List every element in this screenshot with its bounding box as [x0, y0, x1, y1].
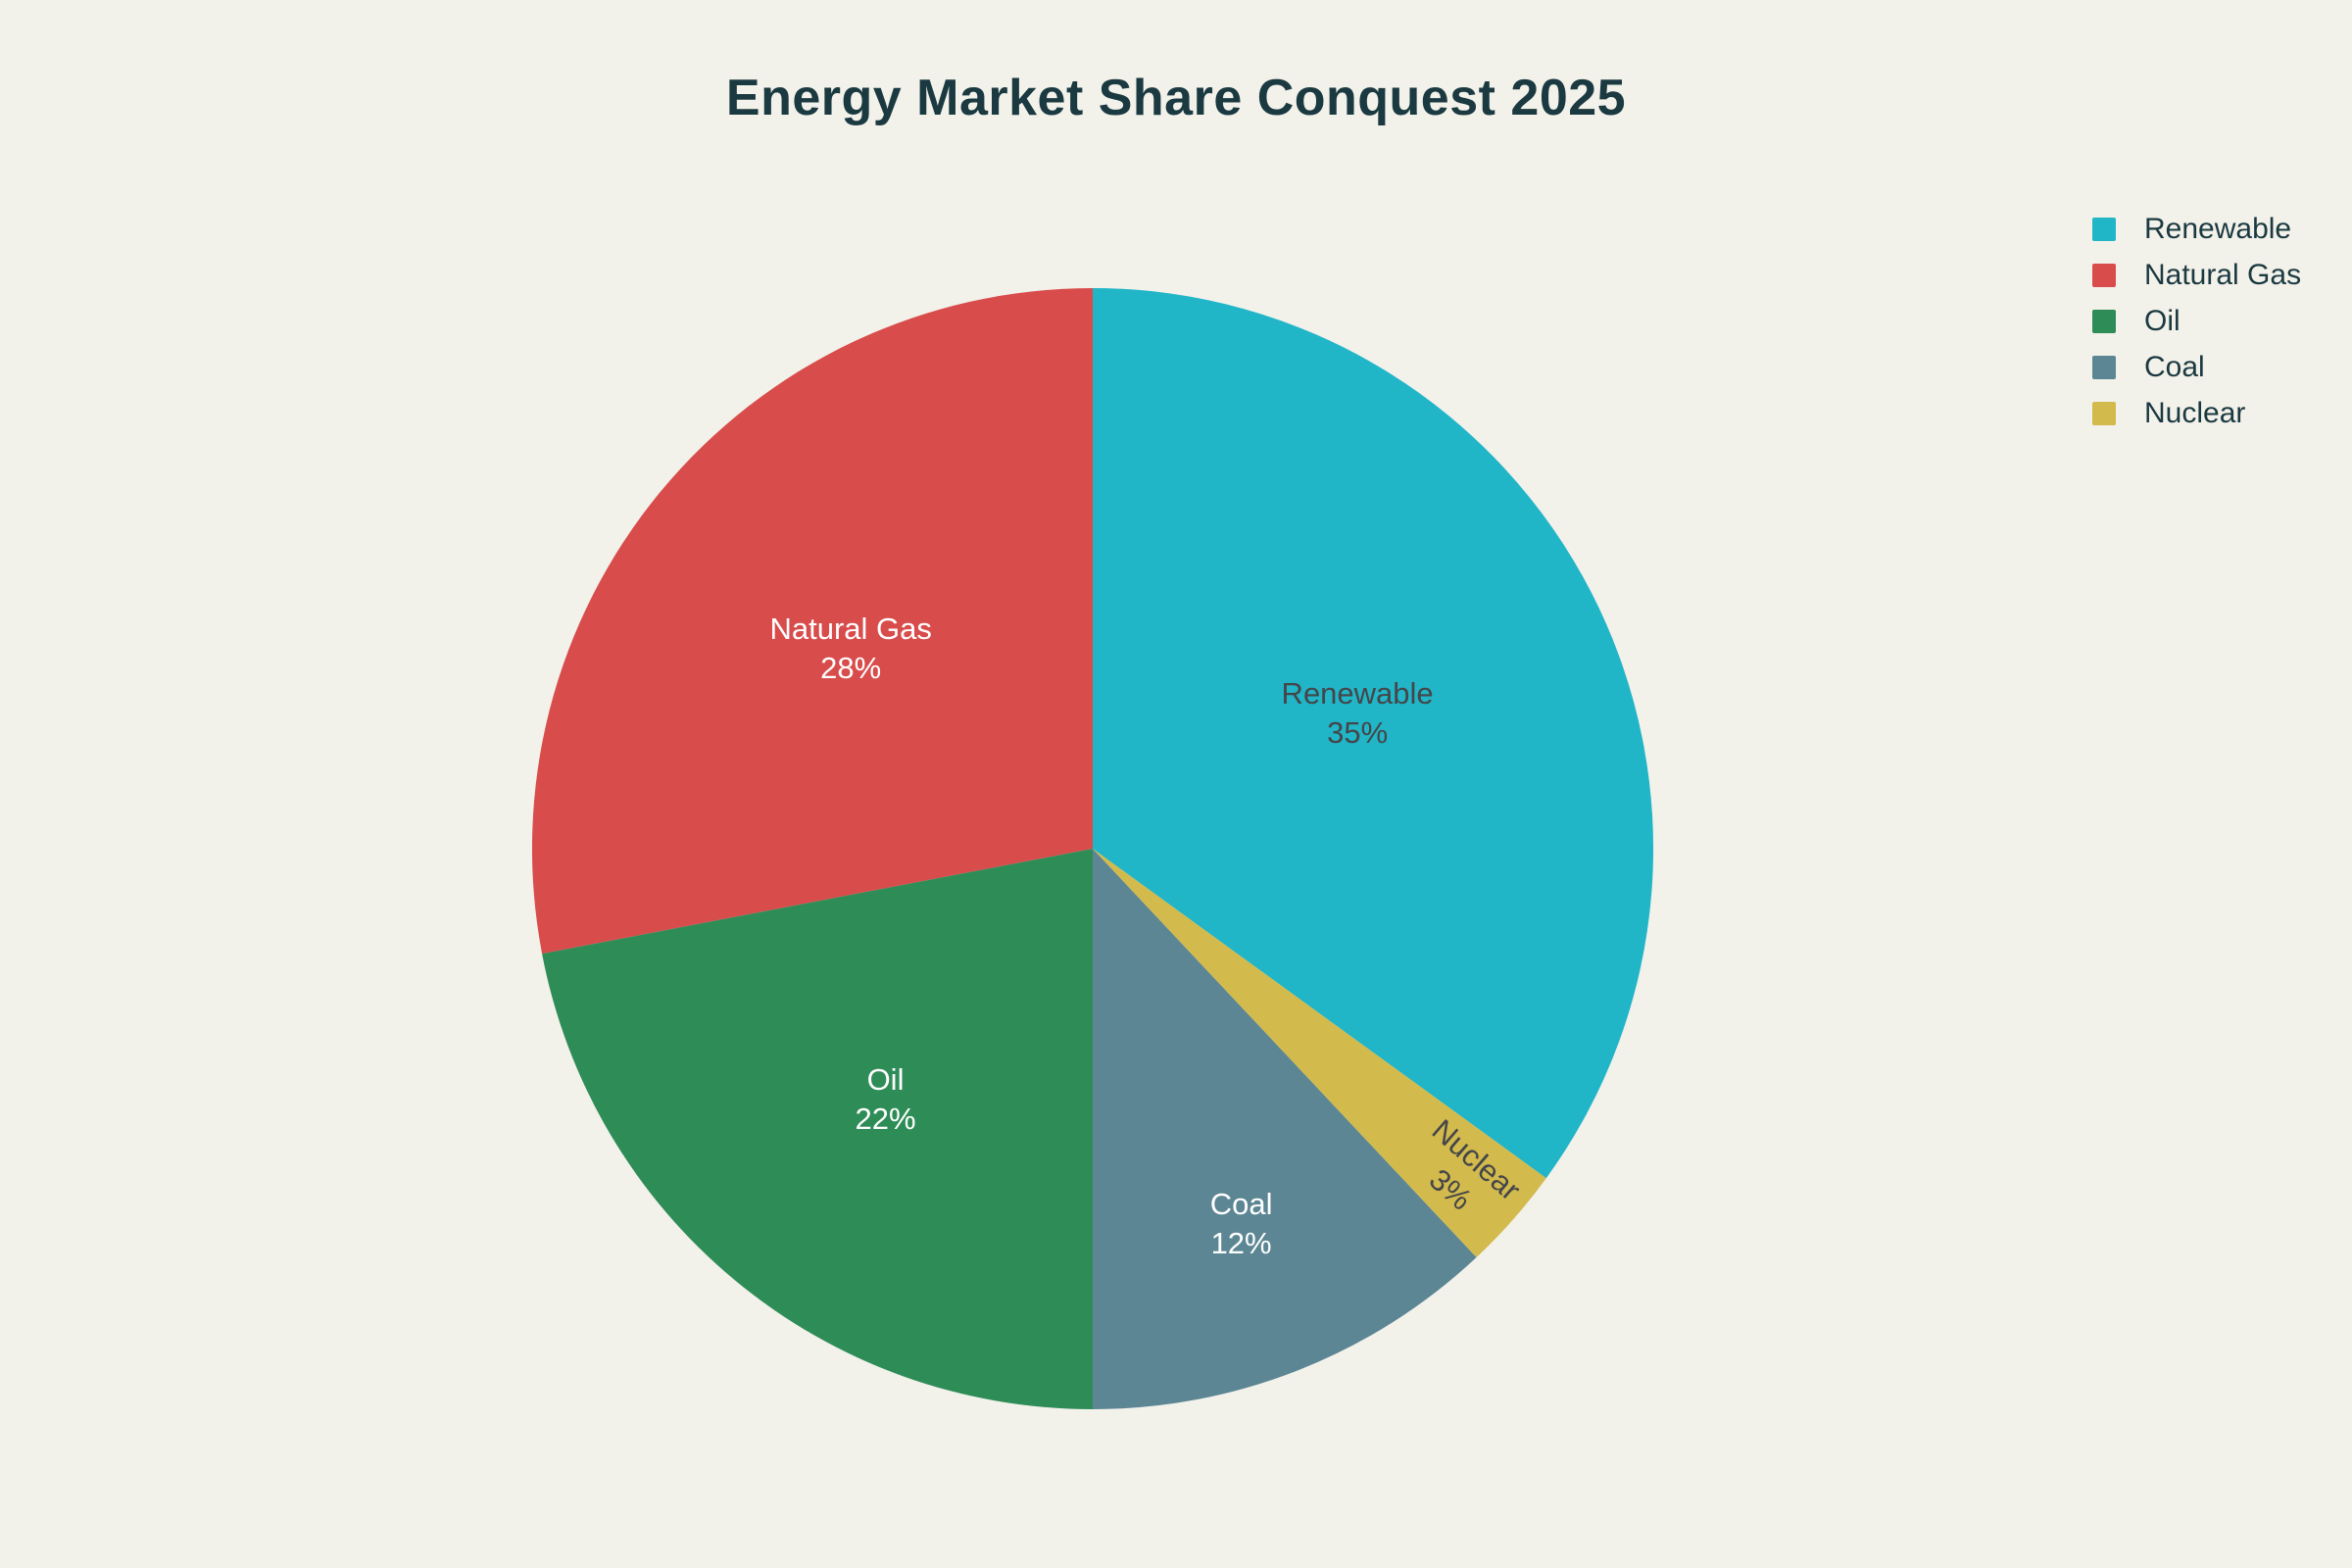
pie-slice-nuclear[interactable] — [1093, 849, 1546, 1257]
pie-slice-natural-gas[interactable] — [531, 287, 1093, 955]
legend-item-renewable[interactable]: Renewable — [2092, 206, 2301, 252]
legend-item-label: Natural Gas — [2144, 258, 2302, 291]
legend-item-nuclear[interactable]: Nuclear — [2092, 390, 2301, 436]
legend-swatch-icon — [2092, 217, 2116, 241]
legend-item-natural-gas[interactable]: Natural Gas — [2092, 252, 2301, 298]
pie-slice-coal[interactable] — [1093, 849, 1477, 1409]
legend-swatch-icon — [2092, 401, 2116, 425]
legend-item-label: Oil — [2144, 304, 2180, 337]
legend: Renewable Natural Gas Oil Coal Nuclear — [2092, 206, 2301, 436]
legend-item-label: Coal — [2144, 350, 2205, 383]
legend-item-label: Nuclear — [2144, 396, 2246, 429]
legend-swatch-icon — [2092, 309, 2116, 333]
pie-slice-renewable[interactable] — [1093, 288, 1654, 1179]
legend-item-label: Renewable — [2144, 212, 2292, 245]
chart-title: Energy Market Share Conquest 2025 — [725, 70, 1627, 126]
legend-item-coal[interactable]: Coal — [2092, 344, 2301, 390]
legend-swatch-icon — [2092, 355, 2116, 379]
legend-item-oil[interactable]: Oil — [2092, 298, 2301, 344]
pie-slice-oil[interactable] — [542, 849, 1093, 1409]
legend-swatch-icon — [2092, 263, 2116, 287]
